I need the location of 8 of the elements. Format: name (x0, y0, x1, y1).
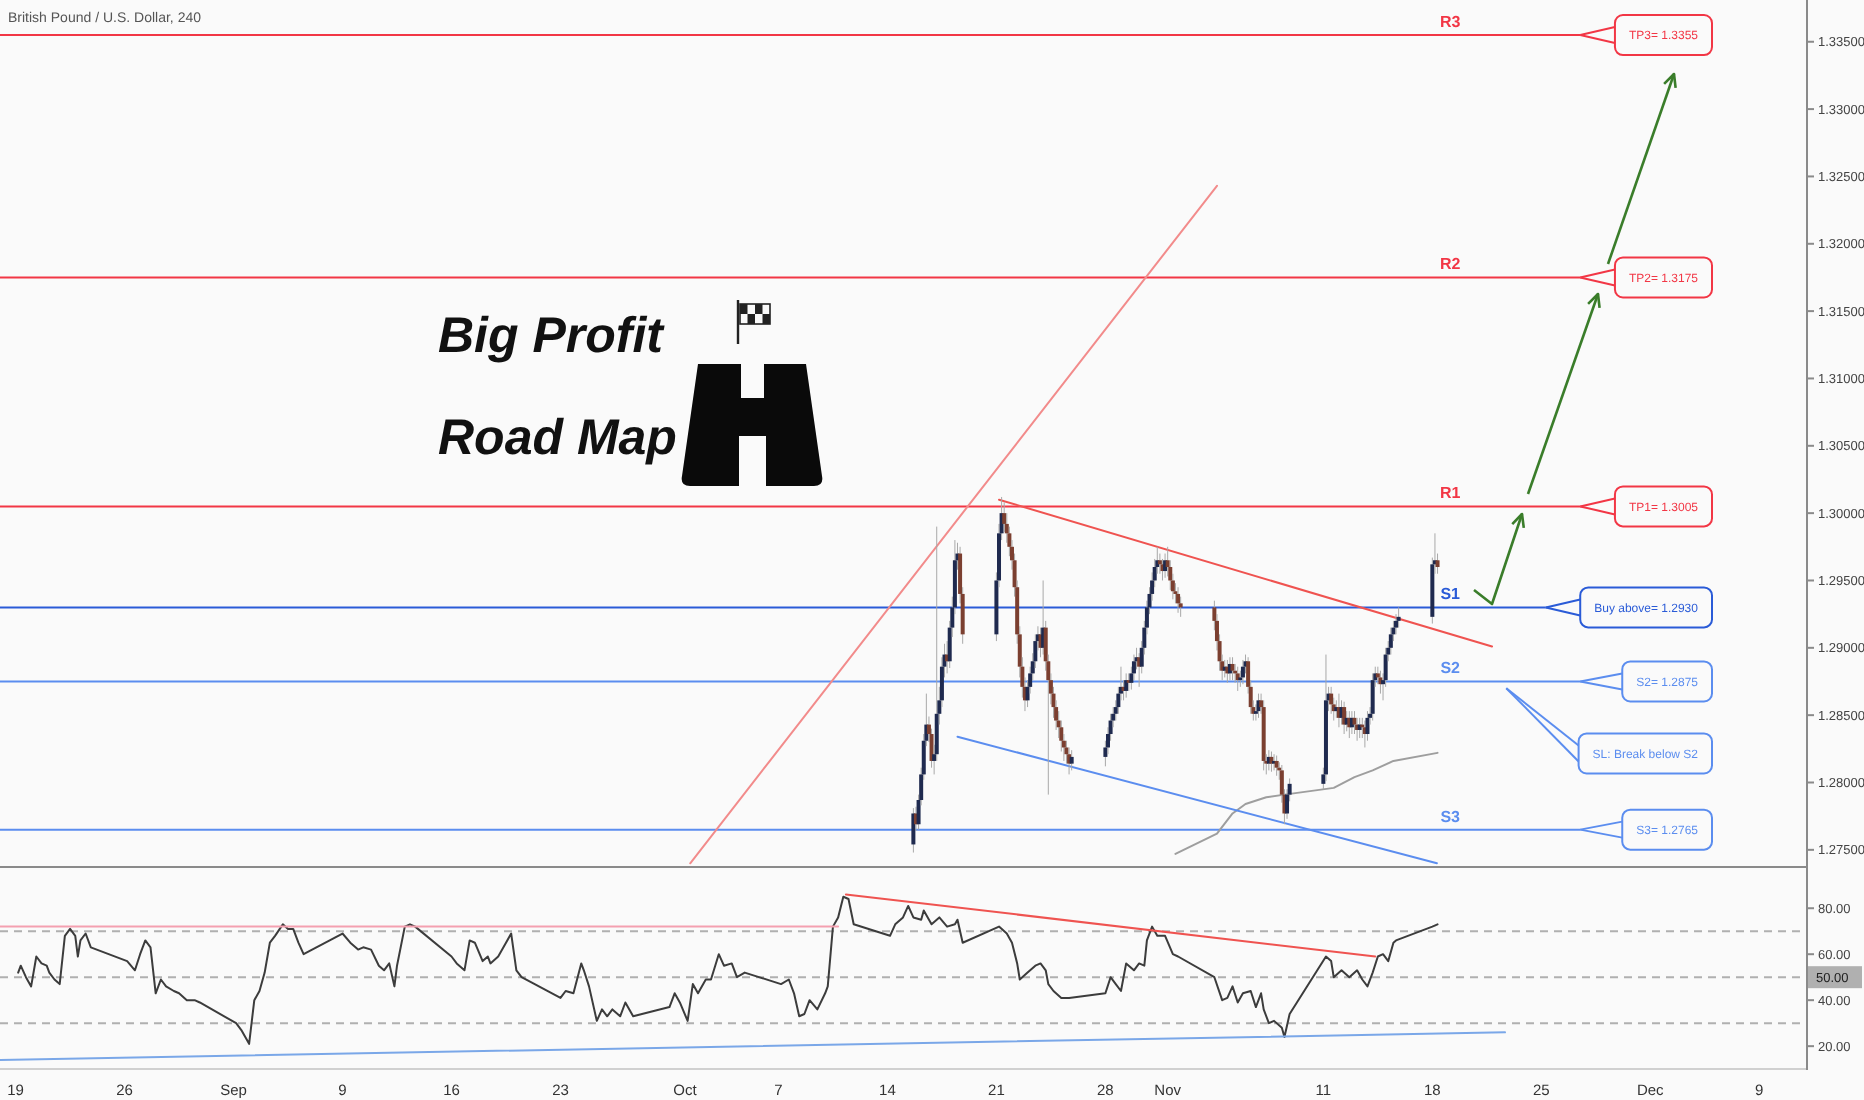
ref-line-label: S2 (1440, 659, 1462, 678)
ref-line-label: R3 (1439, 13, 1462, 32)
annotation: Big Profit (438, 308, 667, 364)
ref-line-label: R1 (1439, 484, 1462, 503)
ref-line-label: R2 (1439, 255, 1462, 274)
ref-line-label: S1 (1440, 585, 1462, 604)
annotation: Road Map (438, 410, 677, 466)
ref-line-label: S3 (1440, 807, 1462, 826)
